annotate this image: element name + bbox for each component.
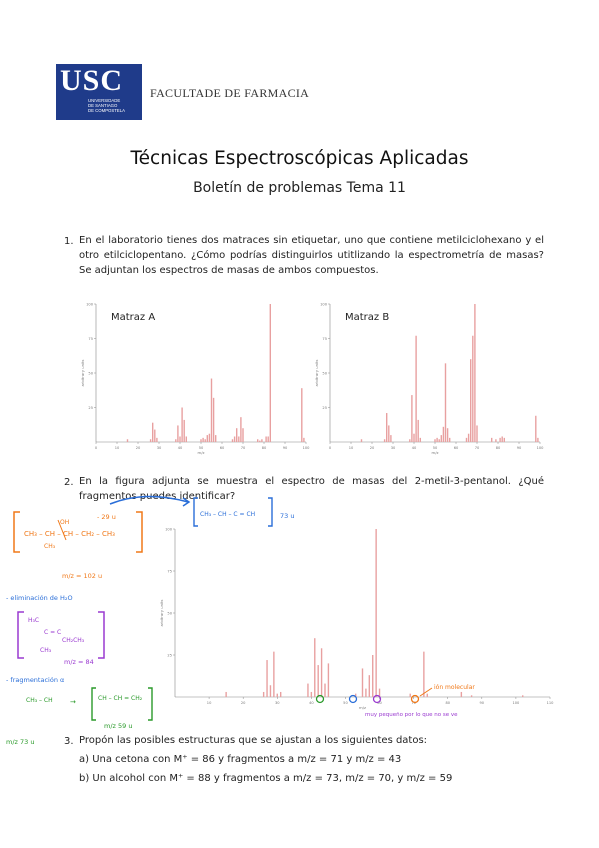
x-tick-label: 10 [349,446,354,450]
x-axis-label: m/z [198,450,205,455]
x-tick-label: 60 [220,446,225,450]
question-2-number: 2. [64,477,74,488]
page-title: Técnicas Espectroscópicas Aplicadas [130,148,469,169]
usc-logo: USC UNIVERSIDADE DE SANTIAGO DE COMPOSTE… [56,64,142,120]
svg-text:OH: OH [60,519,69,526]
circle-73 [348,694,358,704]
x-tick-label: 30 [391,446,396,450]
question-3-text: Propón las posibles estructuras que se a… [79,735,428,746]
question-3-number: 3. [64,736,74,747]
y-axis-label: arbitrary units [80,359,85,386]
orange-bracket-right [136,511,143,553]
x-tick-label: 80 [496,446,501,450]
x-tick-label: 30 [157,446,162,450]
annot-73u: 73 u [280,512,295,520]
chart-title: Matraz A [111,312,155,323]
annot-mz59: m/z 59 u [104,722,133,730]
annot-frag: - fragmentación α [6,676,65,684]
question-1-text: En el laboratorio tienes dos matraces si… [79,235,544,276]
chart-2-metil-3-pentanol: 10 20 30 40 50 60 70 80 90 100 110255075100m/zarbi… [159,527,554,710]
question-3-b: b) Un alcohol con M⁺ = 88 y fragmentos a… [79,773,453,784]
y-tick-label: 75 [322,337,327,341]
circle-102 [410,694,420,704]
x-tick-label: 20 [370,446,375,450]
annot-small-note: muy pequeño por lo que no se ve [365,712,458,718]
svg-text:CH₃: CH₃ [40,647,52,654]
x-tick-label: 70 [475,446,480,450]
circle-84 [372,694,382,704]
x-tick-label: 80 [262,446,267,450]
annot-ion-molecular: ión molecular [434,684,475,691]
x-tick-label: 100 [512,701,520,705]
svg-text:CH – CH = CH₂: CH – CH = CH₂ [98,695,143,702]
svg-text:CH₃: CH₃ [44,543,56,550]
annot-mz102: m/z = 102 u [62,572,103,580]
svg-text:→: → [70,698,76,706]
y-tick-label: 25 [322,406,327,410]
svg-text:CH₂CH₃: CH₂CH₃ [62,637,85,644]
orange-structure: CH₃ – CH – CH – CH₂ – CH₃ [24,530,115,538]
chart-matraz-b: 0 10 20 30 40 50 60 70 80 90 100 25 50 75 100 m/z arbitr… [314,302,544,455]
x-tick-label: 90 [480,701,485,705]
y-tick-label: 100 [165,527,173,531]
x-tick-label: 50 [433,446,438,450]
x-tick-label: 110 [547,701,555,705]
x-tick-label: 30 [275,701,280,705]
x-tick-label: 0 [329,446,332,450]
annot-mz84: m/z = 84 [64,658,94,666]
y-tick-label: 50 [322,371,327,375]
x-tick-label: 40 [178,446,183,450]
x-tick-label: 60 [377,701,382,705]
chart-matraz-a: 0 10 20 30 40 50 60 70 80 90 100 25 50 75 100 m/z arbitr… [80,302,310,455]
x-tick-label: 10 [115,446,120,450]
x-axis-label: m/z [432,450,439,455]
y-axis-label: arbitrary units [159,599,164,626]
y-axis-label: arbitrary units [314,359,319,386]
annot-mz73: m/z 73 u [6,738,35,746]
y-tick-label: 25 [88,406,93,410]
page-subtitle: Boletín de problemas Tema 11 [193,180,406,196]
spectrum-q2: 10 20 30 40 50 60 70 80 90 100 110255075100m/zarbi… [159,527,554,710]
x-tick-label: 0 [95,446,98,450]
x-tick-label: 70 [241,446,246,450]
x-tick-label: 10 [207,701,212,705]
x-tick-label: 100 [303,446,311,450]
question-1-number: 1. [64,236,74,247]
annot-elim: - eliminación de H₂O [6,594,73,602]
x-tick-label: 50 [343,701,348,705]
x-tick-label: 40 [309,701,314,705]
y-tick-label: 75 [88,337,93,341]
svg-text:CH₃ – CH – C = CH: CH₃ – CH – C = CH [200,511,255,518]
y-tick-label: 100 [320,302,328,306]
x-tick-label: 80 [445,701,450,705]
svg-text:H₃C: H₃C [28,617,39,624]
annot-minus29: - 29 u [97,513,116,521]
y-tick-label: 50 [88,371,93,375]
x-tick-label: 90 [283,446,288,450]
y-tick-label: 75 [167,569,172,573]
svg-text:C = C: C = C [44,629,61,636]
x-tick-label: 90 [517,446,522,450]
circle-59 [315,694,325,704]
x-tick-label: 40 [412,446,417,450]
x-tick-label: 60 [454,446,459,450]
x-tick-label: 20 [136,446,141,450]
chart-title: Matraz B [345,312,389,323]
x-tick-label: 50 [199,446,204,450]
y-tick-label: 50 [167,611,172,615]
orange-bracket-left [13,511,20,553]
faculty-name: FACULTADE DE FARMACIA [150,86,310,100]
logo-subtitle: UNIVERSIDADE DE SANTIAGO DE COMPOSTELA [88,98,126,113]
question-3-a: a) Una cetona con M⁺ = 86 y fragmentos a… [79,754,402,765]
handwritten-annotations: CH₃ – CH – CH – CH₂ – CH₃ OH CH₃ CH₃ – C… [13,495,433,721]
x-tick-label: 100 [537,446,545,450]
x-axis-label: m/z [359,705,366,710]
blue-arrow [109,495,189,505]
x-tick-label: 20 [241,701,246,705]
y-tick-label: 100 [86,302,94,306]
logo-letters: USC [60,64,124,97]
spectra-q1: 0 10 20 30 40 50 60 70 80 90 100255075100m/zarbitr… [80,302,544,455]
svg-text:CH₃ – CH: CH₃ – CH [26,697,53,704]
y-tick-label: 25 [167,653,172,657]
